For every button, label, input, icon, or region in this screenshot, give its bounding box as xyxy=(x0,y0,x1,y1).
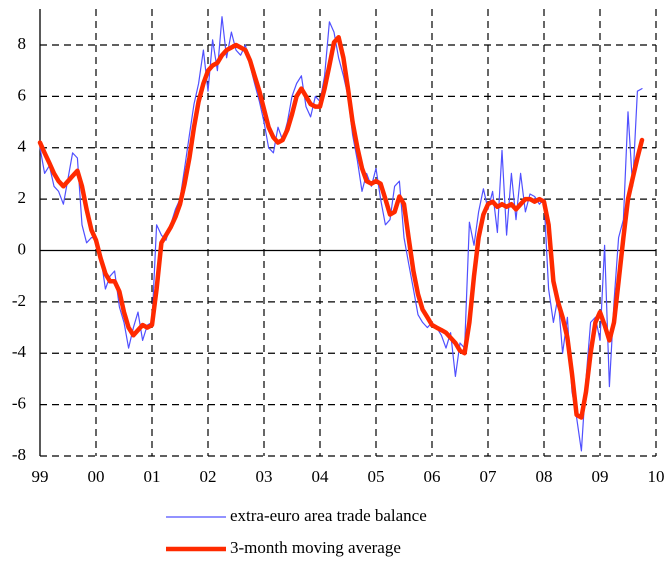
y-tick-label: 8 xyxy=(18,34,27,53)
y-tick-label: 6 xyxy=(18,85,27,104)
legend-label: 3-month moving average xyxy=(230,538,401,557)
x-tick-label: 07 xyxy=(480,467,498,486)
x-tick-label: 01 xyxy=(144,467,161,486)
y-tick-label: -8 xyxy=(12,445,26,464)
y-tick-label: 0 xyxy=(18,239,27,258)
x-tick-label: 02 xyxy=(200,467,217,486)
x-tick-label: 09 xyxy=(592,467,609,486)
x-tick-label: 04 xyxy=(312,467,330,486)
x-tick-label: 08 xyxy=(536,467,553,486)
series-line xyxy=(37,35,645,420)
y-tick-label: -6 xyxy=(12,394,26,413)
y-tick-label: 4 xyxy=(18,137,27,156)
legend-label: extra-euro area trade balance xyxy=(230,506,427,525)
y-tick-label: -4 xyxy=(12,342,27,361)
series-line xyxy=(39,16,643,452)
x-tick-label: 00 xyxy=(88,467,105,486)
x-tick-label: 06 xyxy=(424,467,441,486)
y-tick-label: 2 xyxy=(18,188,27,207)
y-tick-label: -2 xyxy=(12,291,26,310)
x-tick-label: 99 xyxy=(32,467,49,486)
x-tick-label: 05 xyxy=(368,467,385,486)
x-tick-label: 03 xyxy=(256,467,273,486)
x-tick-label: 10 xyxy=(648,467,665,486)
